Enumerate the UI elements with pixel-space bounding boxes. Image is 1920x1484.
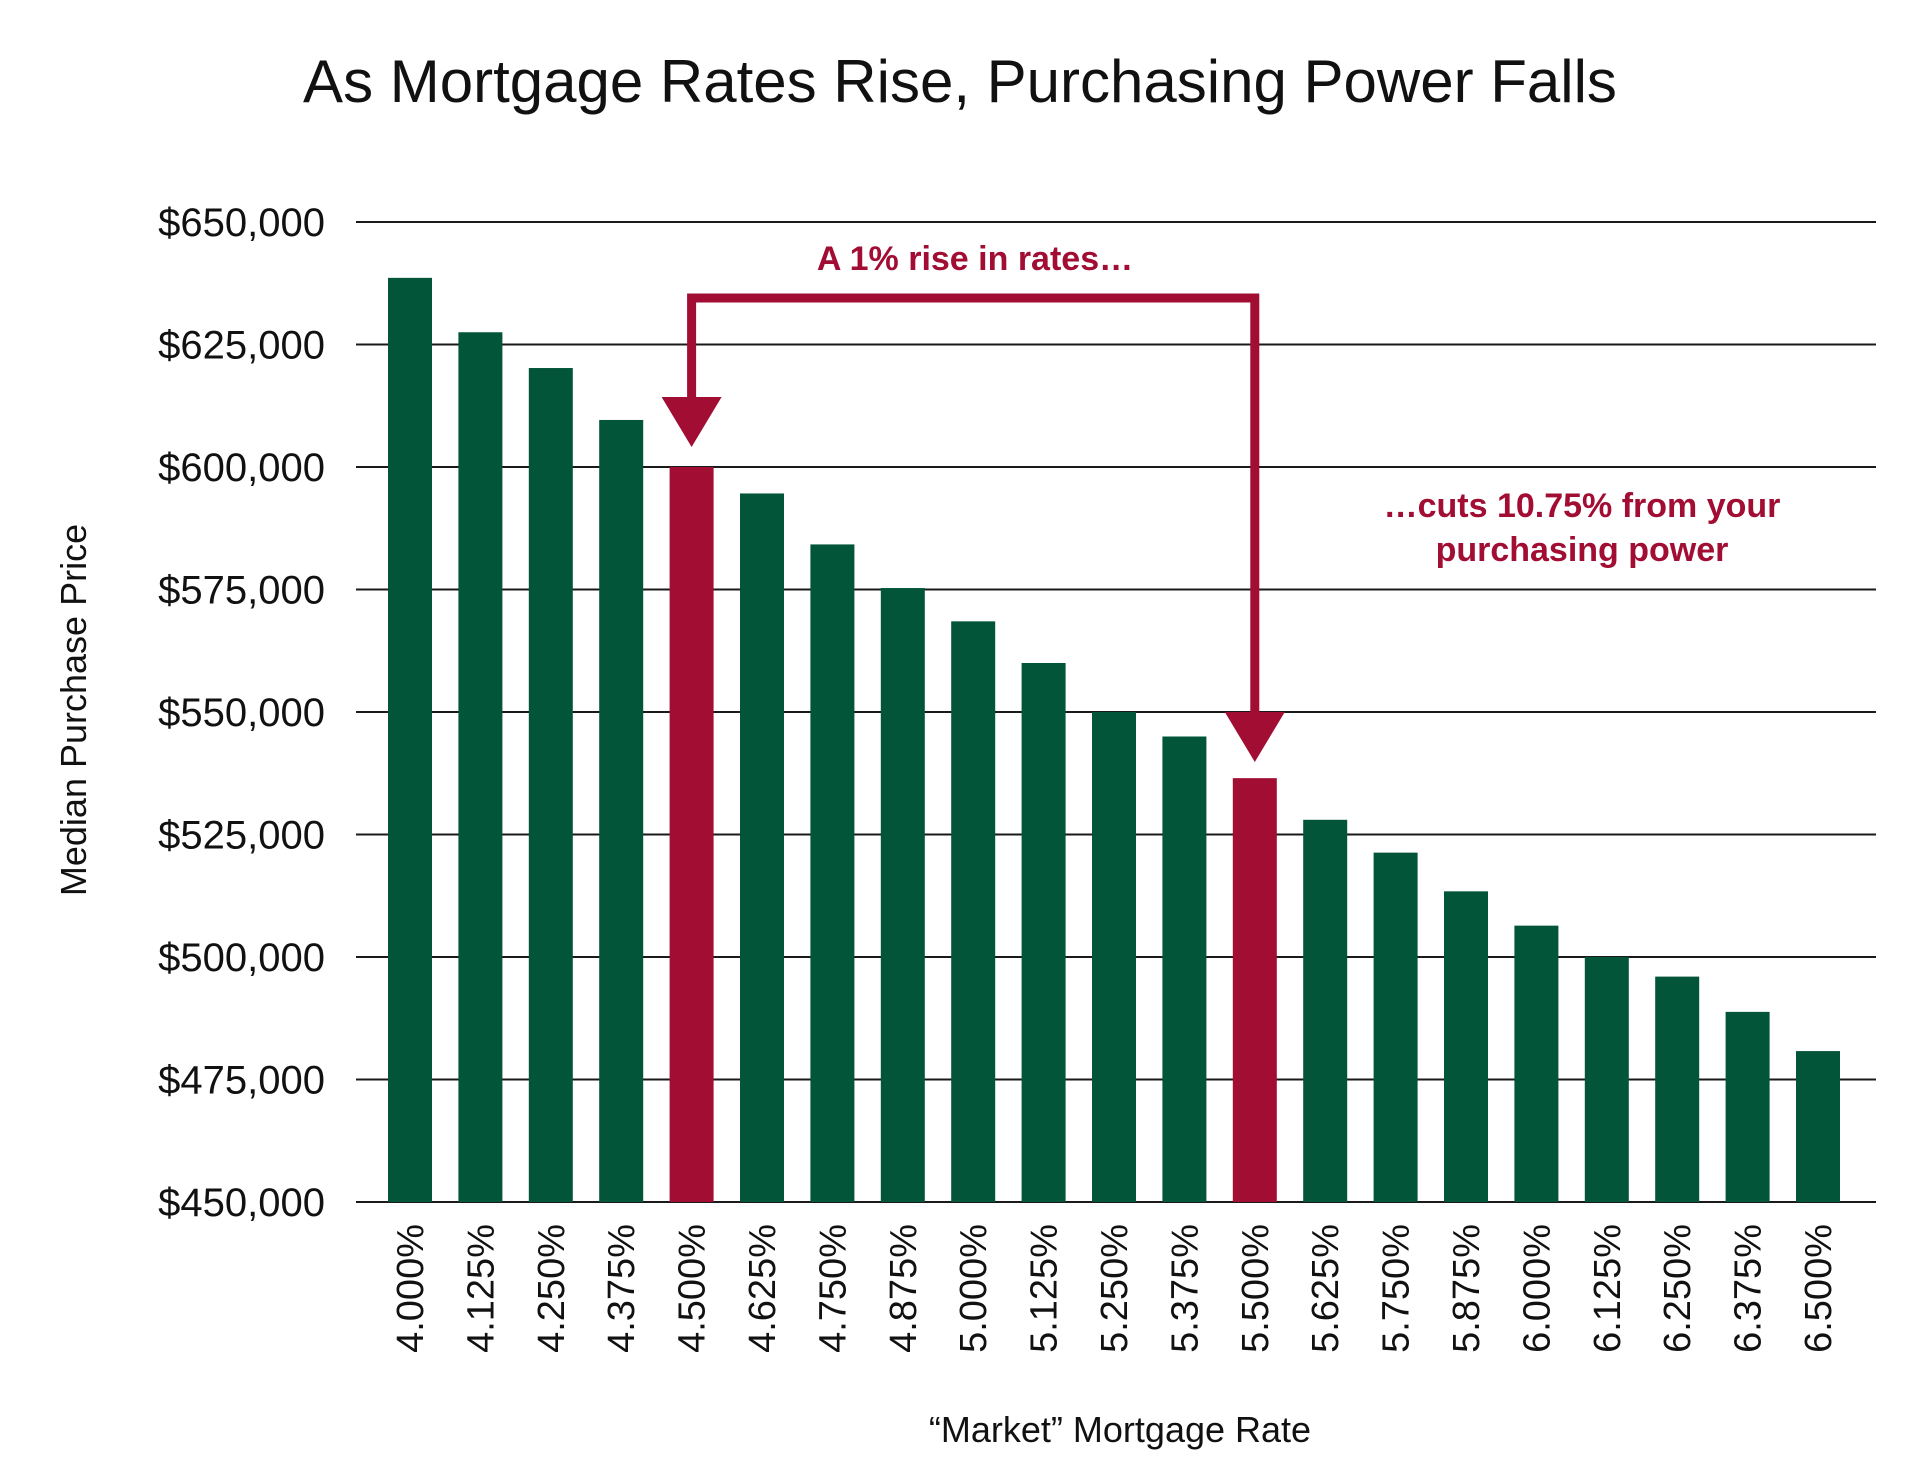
x-tick-label: 5.125%	[1024, 1224, 1066, 1353]
annotation-cuts-line1: …cuts 10.75% from your	[1384, 487, 1781, 525]
x-tick-label: 4.000%	[390, 1224, 432, 1353]
bar	[599, 419, 644, 1203]
chart-title: As Mortgage Rates Rise, Purchasing Power…	[303, 48, 1617, 115]
annotation-rise: A 1% rise in rates…	[817, 240, 1133, 278]
bar-highlighted	[669, 467, 714, 1202]
bar	[951, 621, 996, 1202]
annotation-bracket-arrow	[687, 293, 1260, 716]
y-tick-label: $475,000	[158, 1059, 325, 1103]
bar	[1514, 925, 1559, 1202]
x-tick-label: 5.250%	[1094, 1224, 1136, 1353]
x-tick-label: 4.875%	[883, 1224, 925, 1353]
y-tick-label: $575,000	[158, 569, 325, 613]
bars	[388, 277, 1840, 1203]
x-tick-label: 5.500%	[1235, 1224, 1277, 1353]
y-tick-label: $450,000	[158, 1181, 325, 1225]
x-tick-label: 5.375%	[1164, 1224, 1206, 1353]
bar	[528, 368, 573, 1202]
annotation-layer: A 1% rise in rates… …cuts 10.75% from yo…	[661, 240, 1781, 762]
x-tick-label: 5.000%	[953, 1224, 995, 1353]
bar	[1162, 736, 1207, 1202]
y-axis-label: Median Purchase Price	[53, 524, 94, 896]
annotation-cuts-line2: purchasing power	[1436, 531, 1729, 569]
y-tick-label: $500,000	[158, 936, 325, 980]
y-tick-label: $600,000	[158, 446, 325, 490]
y-axis-tick-labels: $450,000 $475,000 $500,000 $525,000 $550,000…	[158, 201, 325, 1225]
x-tick-label: 4.250%	[531, 1224, 573, 1353]
bar	[1444, 891, 1488, 1202]
x-tick-label: 4.625%	[742, 1224, 784, 1353]
x-axis-tick-labels: 4.000% 4.125% 4.250% 4.375% 4.500% 4.625% 4.75…	[390, 1224, 1840, 1353]
x-tick-label: 4.125%	[460, 1224, 502, 1353]
x-tick-label: 6.000%	[1516, 1224, 1558, 1353]
arrow-head-down-right	[1224, 712, 1285, 762]
y-tick-label: $650,000	[158, 201, 325, 245]
bar	[1092, 712, 1136, 1202]
bar	[1655, 976, 1700, 1202]
x-tick-label: 6.375%	[1728, 1224, 1770, 1353]
x-tick-label: 5.750%	[1376, 1224, 1418, 1353]
x-tick-label: 6.125%	[1587, 1224, 1629, 1353]
x-tick-label: 4.500%	[672, 1224, 714, 1353]
bar	[1021, 663, 1066, 1202]
bar	[810, 544, 855, 1202]
bar	[1725, 1011, 1770, 1202]
x-tick-label: 5.625%	[1305, 1224, 1347, 1353]
bar	[1584, 957, 1629, 1202]
bar-highlighted	[1232, 778, 1277, 1202]
bar	[388, 277, 432, 1202]
bar	[1303, 819, 1348, 1202]
bar	[1796, 1051, 1840, 1202]
x-tick-label: 4.750%	[812, 1224, 854, 1353]
x-tick-label: 4.375%	[601, 1224, 643, 1353]
x-tick-label: 6.250%	[1657, 1224, 1699, 1353]
y-tick-label: $550,000	[158, 691, 325, 735]
y-tick-label: $625,000	[158, 324, 325, 368]
bar	[740, 493, 784, 1203]
bar	[880, 588, 925, 1202]
arrow-head-down-left	[661, 397, 722, 447]
bar	[458, 332, 503, 1202]
x-axis-label: “Market” Mortgage Rate	[929, 1409, 1311, 1450]
x-tick-label: 6.500%	[1798, 1224, 1840, 1353]
x-tick-label: 5.875%	[1446, 1224, 1488, 1353]
y-tick-label: $525,000	[158, 814, 325, 858]
bar	[1373, 852, 1418, 1202]
